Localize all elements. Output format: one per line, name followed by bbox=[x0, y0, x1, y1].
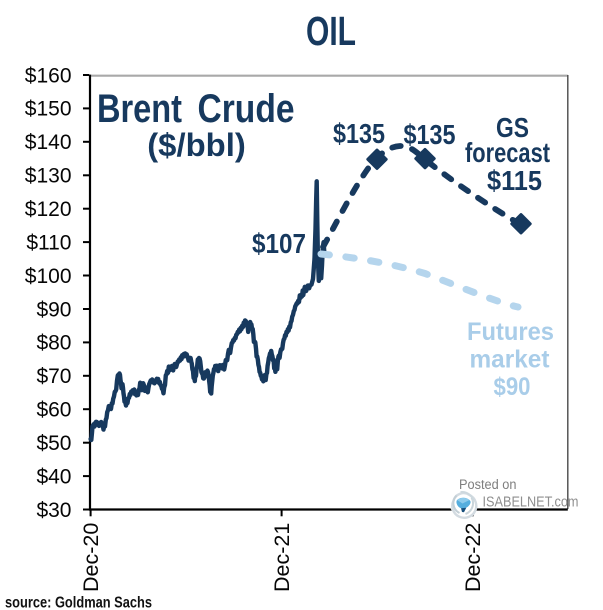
svg-text:$90: $90 bbox=[36, 298, 71, 321]
svg-text:Futures: Futures bbox=[467, 318, 554, 346]
svg-text:market: market bbox=[470, 346, 551, 374]
svg-text:Dec-21: Dec-21 bbox=[270, 523, 294, 592]
svg-text:Dec-22: Dec-22 bbox=[461, 523, 485, 592]
svg-text:$60: $60 bbox=[36, 399, 71, 422]
svg-text:$135: $135 bbox=[404, 119, 456, 150]
svg-text:Posted on: Posted on bbox=[459, 477, 517, 492]
svg-text:$80: $80 bbox=[36, 332, 71, 355]
svg-text:$40: $40 bbox=[36, 465, 71, 488]
svg-text:$30: $30 bbox=[36, 499, 71, 522]
svg-text:source: Goldman Sachs: source: Goldman Sachs bbox=[5, 595, 152, 610]
svg-text:$130: $130 bbox=[25, 165, 72, 188]
svg-text:$50: $50 bbox=[36, 432, 71, 455]
svg-text:OIL: OIL bbox=[306, 8, 356, 54]
svg-text:$110: $110 bbox=[26, 231, 71, 254]
svg-text:Dec-20: Dec-20 bbox=[79, 523, 103, 592]
svg-text:ISABELNET.com: ISABELNET.com bbox=[483, 494, 579, 511]
svg-text:$135: $135 bbox=[333, 118, 385, 149]
svg-text:forecast: forecast bbox=[465, 137, 550, 168]
svg-text:$120: $120 bbox=[25, 198, 72, 221]
svg-text:$90: $90 bbox=[494, 373, 531, 401]
svg-text:$150: $150 bbox=[25, 98, 72, 121]
svg-text:GS: GS bbox=[496, 112, 529, 143]
svg-text:$107: $107 bbox=[252, 228, 306, 259]
svg-text:$70: $70 bbox=[36, 365, 71, 388]
svg-text:Crude: Crude bbox=[198, 87, 295, 131]
svg-text:($/bbl): ($/bbl) bbox=[147, 127, 246, 163]
svg-text:$100: $100 bbox=[25, 265, 72, 288]
svg-text:Brent: Brent bbox=[97, 87, 182, 131]
svg-text:$140: $140 bbox=[25, 131, 72, 154]
svg-text:$160: $160 bbox=[25, 64, 72, 87]
svg-text:$115: $115 bbox=[487, 165, 542, 196]
